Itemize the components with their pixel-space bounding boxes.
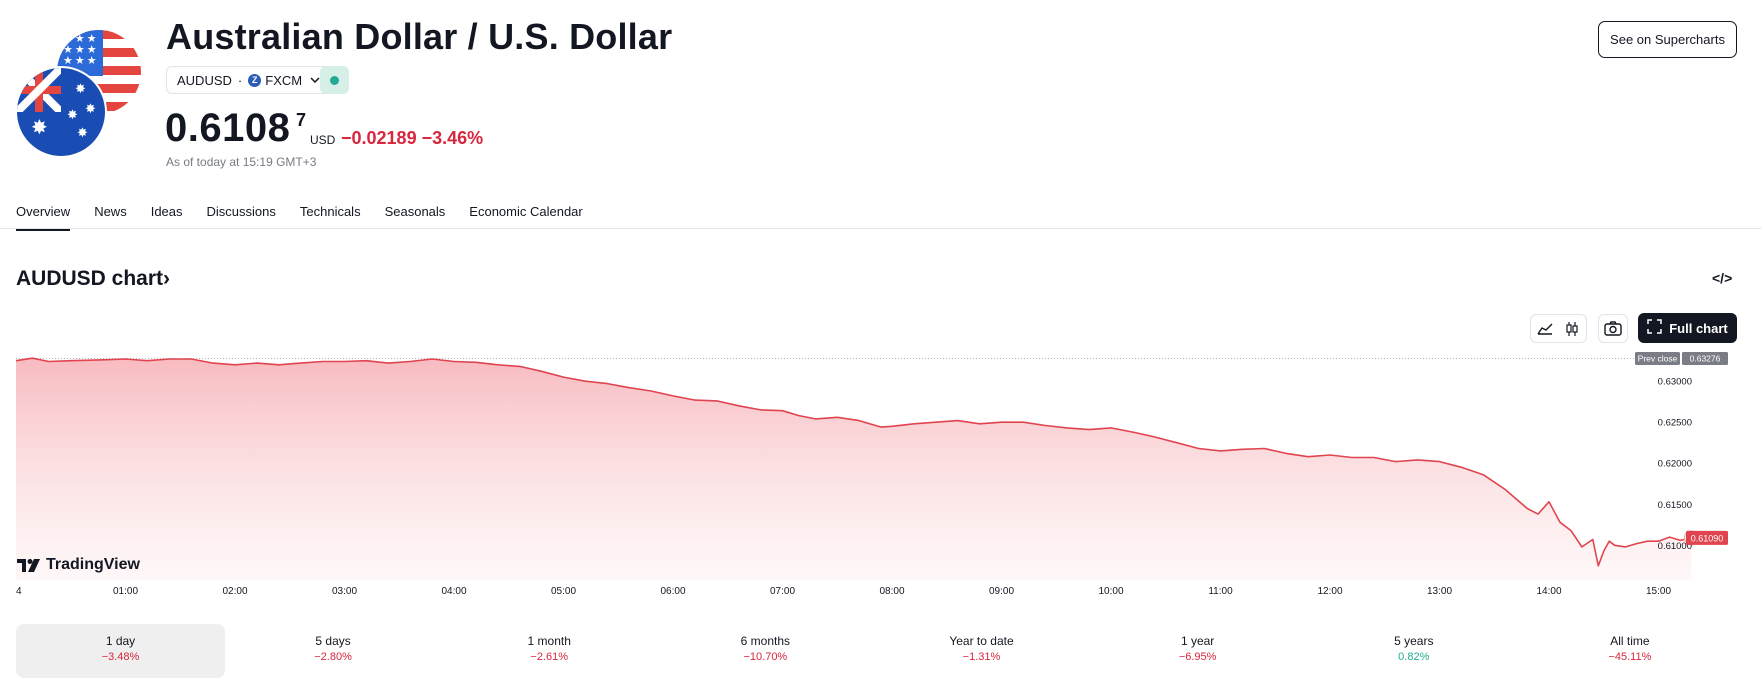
full-chart-button[interactable]: Full chart [1638, 313, 1737, 343]
prev-close-tag [1635, 352, 1680, 366]
price-value: 0.6108 [165, 106, 291, 150]
x-axis-tick-label: 06:00 [660, 586, 685, 597]
y-axis-tick-label: 0.62000 [1658, 459, 1692, 470]
period-label: 1 month [527, 634, 571, 648]
last-value-tag [1686, 530, 1728, 545]
tab-overview[interactable]: Overview [16, 202, 71, 231]
period-change: −3.48% [101, 651, 140, 663]
symbol-selector[interactable]: AUDUSD · Z FXCM [166, 66, 332, 94]
price-change: −0.02189 −3.46% [341, 128, 483, 149]
x-axis-tick-label: 15:00 [1646, 586, 1671, 597]
tab-discussions[interactable]: Discussions [206, 204, 276, 219]
currency-flags-icon: ★★★ ★★★ ★★★ ✸ ✸ ✸ ✸ ✸ [15, 30, 145, 160]
period-label: Year to date [949, 634, 1014, 648]
y-axis-tick-label: 0.63000 [1658, 377, 1692, 388]
x-axis-tick-label: 12:00 [1317, 586, 1342, 597]
market-status-badge[interactable] [320, 66, 349, 94]
x-axis-tick-label: 10:00 [1098, 586, 1123, 597]
period-label: 5 days [315, 634, 351, 648]
y-axis-tick-label: 0.61000 [1658, 541, 1692, 552]
x-axis-tick-label: 05:00 [551, 586, 576, 597]
as-of-timestamp: As of today at 15:19 GMT+3 [166, 155, 317, 169]
tabs-divider [0, 228, 1761, 229]
price-change-abs: −0.02189 [341, 128, 417, 148]
x-axis-tick-label: 14:00 [1536, 586, 1561, 597]
x-axis-tick-label: 07:00 [770, 586, 795, 597]
x-axis-tick-label: 04:00 [441, 586, 466, 597]
camera-icon[interactable] [1598, 314, 1628, 343]
x-axis-tick-label: 08:00 [879, 586, 904, 597]
prev-close-tag-label: Prev close [1638, 354, 1678, 364]
period-label: 6 months [740, 634, 791, 648]
x-axis-tick-label: 01:00 [113, 586, 138, 597]
period-label: 1 year [1180, 634, 1215, 648]
x-axis-tick-label: 02:00 [222, 586, 247, 597]
tradingview-logo-text: TradingView [46, 556, 140, 573]
chart-style-toggle [1530, 314, 1587, 343]
period-5-years[interactable]: 5 years 0.82% [1306, 624, 1522, 678]
period-change: −1.31% [962, 651, 1001, 663]
x-axis-tick-label: 13:00 [1427, 586, 1452, 597]
price-superscript: 7 [296, 110, 307, 130]
tab-technicals[interactable]: Technicals [299, 204, 361, 219]
period-change: −2.80% [314, 651, 352, 663]
tab-bar: Overview News Ideas Discussions Technica… [16, 202, 607, 231]
period-year-to-date[interactable]: Year to date −1.31% [873, 624, 1089, 678]
x-axis-tick-label: 11:00 [1208, 586, 1233, 597]
price-area [16, 358, 1692, 580]
period-1-year[interactable]: 1 year −6.95% [1090, 624, 1306, 678]
period-change: −2.61% [530, 651, 569, 663]
period-label: 5 years [1394, 634, 1434, 648]
chevron-down-icon [310, 74, 320, 86]
tab-ideas[interactable]: Ideas [150, 204, 183, 219]
symbol-label: AUDUSD [177, 72, 232, 88]
embed-code-icon[interactable]: </> [1712, 270, 1733, 286]
prev-close-value-label: 0.63276 [1690, 354, 1721, 364]
tab-news[interactable]: News [94, 204, 127, 219]
period-1-month[interactable]: 1 month −2.61% [441, 624, 657, 678]
period-label: 1 day [105, 634, 136, 648]
page-title: Australian Dollar / U.S. Dollar [166, 16, 673, 57]
period-selector: 1 day −3.48% 5 days −2.80% 1 month −2.61… [16, 624, 1738, 678]
period-1-day[interactable]: 1 day −3.48% [16, 624, 225, 678]
price-change-pct: −3.46% [421, 128, 484, 148]
chart-title-text: AUDUSD chart [16, 267, 164, 290]
prev-close-value-tag [1682, 352, 1728, 366]
fullscreen-icon [1647, 319, 1662, 337]
area-chart-icon[interactable] [1531, 315, 1559, 342]
period-5-days[interactable]: 5 days −2.80% [225, 624, 441, 678]
candles-chart-icon[interactable] [1559, 315, 1587, 342]
see-on-supercharts-button[interactable]: See on Supercharts [1598, 21, 1737, 58]
period-label: All time [1610, 634, 1650, 648]
last-value-label: 0.61090 [1691, 533, 1724, 543]
x-axis-tick-label: 09:00 [989, 586, 1014, 597]
price-line [15, 357, 1692, 567]
tradingview-logo-icon [17, 558, 40, 572]
period-change: −10.70% [743, 651, 788, 663]
tab-seasonals[interactable]: Seasonals [384, 204, 446, 219]
australia-flag-icon: ✸ ✸ ✸ ✸ ✸ [15, 66, 107, 158]
period-change: 0.82% [1398, 651, 1430, 663]
period-change: −45.11% [1608, 651, 1652, 663]
tradingview-logo: TradingView [17, 556, 140, 574]
tab-economic-calendar[interactable]: Economic Calendar [469, 204, 583, 219]
full-chart-label: Full chart [1669, 320, 1728, 336]
y-axis-tick-label: 0.61500 [1658, 500, 1692, 511]
exchange-label: FXCM [265, 72, 303, 88]
y-axis-tick-label: 0.62500 [1658, 418, 1692, 429]
price-currency: USD [310, 133, 336, 147]
period-all-time[interactable]: All time −45.11% [1522, 624, 1738, 678]
chevron-right-icon: › [163, 267, 171, 290]
x-axis-tick-label: 03:00 [332, 586, 357, 597]
period-6-months[interactable]: 6 months −10.70% [657, 624, 873, 678]
price-chart[interactable]: 0.63000 0.62500 0.62000 0.61500 0.61000 Prev … [0, 350, 1761, 610]
period-change: −6.95% [1178, 651, 1217, 663]
exchange-icon: Z [248, 73, 262, 87]
chart-title-link[interactable]: AUDUSD chart› [16, 267, 170, 291]
x-axis-tick-label: 4 [16, 586, 22, 597]
